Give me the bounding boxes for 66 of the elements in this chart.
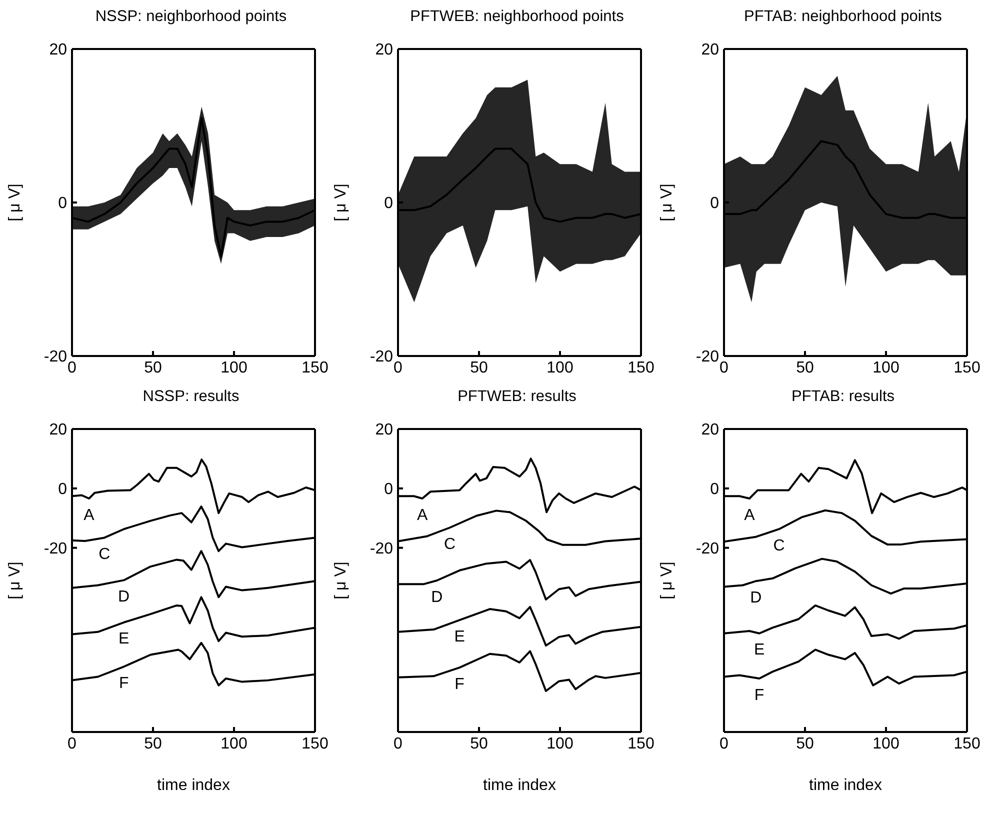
y-axis-title: [ μ V]: [6, 184, 24, 222]
x-tick-label: 100: [220, 359, 248, 376]
series-label: C: [773, 537, 785, 554]
y-tick-label: 0: [58, 195, 68, 212]
y-tick-label: 20: [49, 42, 68, 59]
x-tick-label: 150: [954, 735, 980, 752]
series-label: C: [98, 546, 110, 564]
series-label: D: [750, 589, 762, 606]
x-tick-label: 50: [470, 735, 488, 752]
chart-title: NSSP: results: [142, 388, 240, 407]
series-label: D: [431, 588, 443, 606]
chart-title: NSSP: neighborhood points: [94, 8, 288, 27]
y-axis-title: [ μ V]: [658, 184, 676, 222]
x-tick-label: 150: [302, 735, 328, 752]
series-label: F: [454, 676, 465, 693]
x-tick-label: 150: [628, 359, 654, 376]
chart-title: PFTAB: results: [790, 388, 896, 407]
y-axis-title: [ μ V]: [332, 562, 350, 600]
y-axis-title: [ μ V]: [658, 562, 676, 600]
series-label: D: [118, 588, 130, 606]
y-tick-label: 20: [375, 42, 394, 59]
y-tick-label: 0: [710, 481, 720, 498]
y-tick-label: -20: [696, 540, 720, 558]
series-label: A: [84, 506, 95, 524]
y-tick-label: -20: [44, 540, 68, 558]
series-label: A: [744, 506, 756, 524]
y-axis-title: [ μ V]: [332, 184, 350, 222]
x-tick-label: 100: [546, 359, 574, 376]
x-tick-label: 100: [220, 735, 248, 752]
x-axis-title: time index: [809, 777, 882, 794]
x-axis-title: time index: [157, 777, 230, 794]
x-tick-label: 100: [872, 735, 900, 752]
y-tick-label: 0: [384, 195, 394, 212]
series-label: C: [444, 536, 456, 553]
series-label: F: [754, 686, 764, 704]
y-tick-label: -20: [370, 540, 394, 558]
series-label: E: [118, 630, 130, 648]
y-tick-label: 20: [701, 422, 720, 439]
x-tick-label: 50: [470, 359, 488, 376]
x-tick-label: 150: [628, 735, 654, 752]
series-label: E: [754, 642, 765, 659]
y-tick-label: 0: [710, 195, 720, 212]
x-tick-label: 50: [796, 359, 814, 376]
y-tick-label: -20: [370, 348, 394, 366]
y-tick-label: 20: [701, 42, 720, 59]
x-axis-title: time index: [483, 777, 556, 794]
y-tick-label: 20: [49, 422, 68, 439]
y-tick-label: 0: [58, 481, 68, 498]
x-tick-label: 100: [546, 735, 574, 752]
y-tick-label: 20: [375, 422, 394, 439]
y-axis-title: [ μ V]: [6, 562, 24, 600]
chart-title: PFTAB: neighborhood points: [743, 8, 943, 27]
y-tick-label: -20: [44, 348, 68, 366]
chart-title: PFTWEB: results: [456, 388, 578, 407]
series-label: E: [454, 628, 465, 646]
x-tick-label: 150: [302, 359, 328, 376]
x-tick-label: 100: [872, 359, 900, 376]
x-tick-label: 150: [954, 359, 980, 376]
x-tick-label: 50: [796, 735, 814, 752]
x-tick-label: 50: [144, 359, 162, 376]
series-label: A: [416, 506, 428, 524]
series-label: F: [118, 675, 129, 692]
y-tick-label: 0: [384, 481, 394, 498]
y-tick-label: -20: [696, 348, 720, 366]
x-tick-label: 50: [144, 735, 162, 752]
chart-title: PFTWEB: neighborhood points: [409, 8, 625, 27]
